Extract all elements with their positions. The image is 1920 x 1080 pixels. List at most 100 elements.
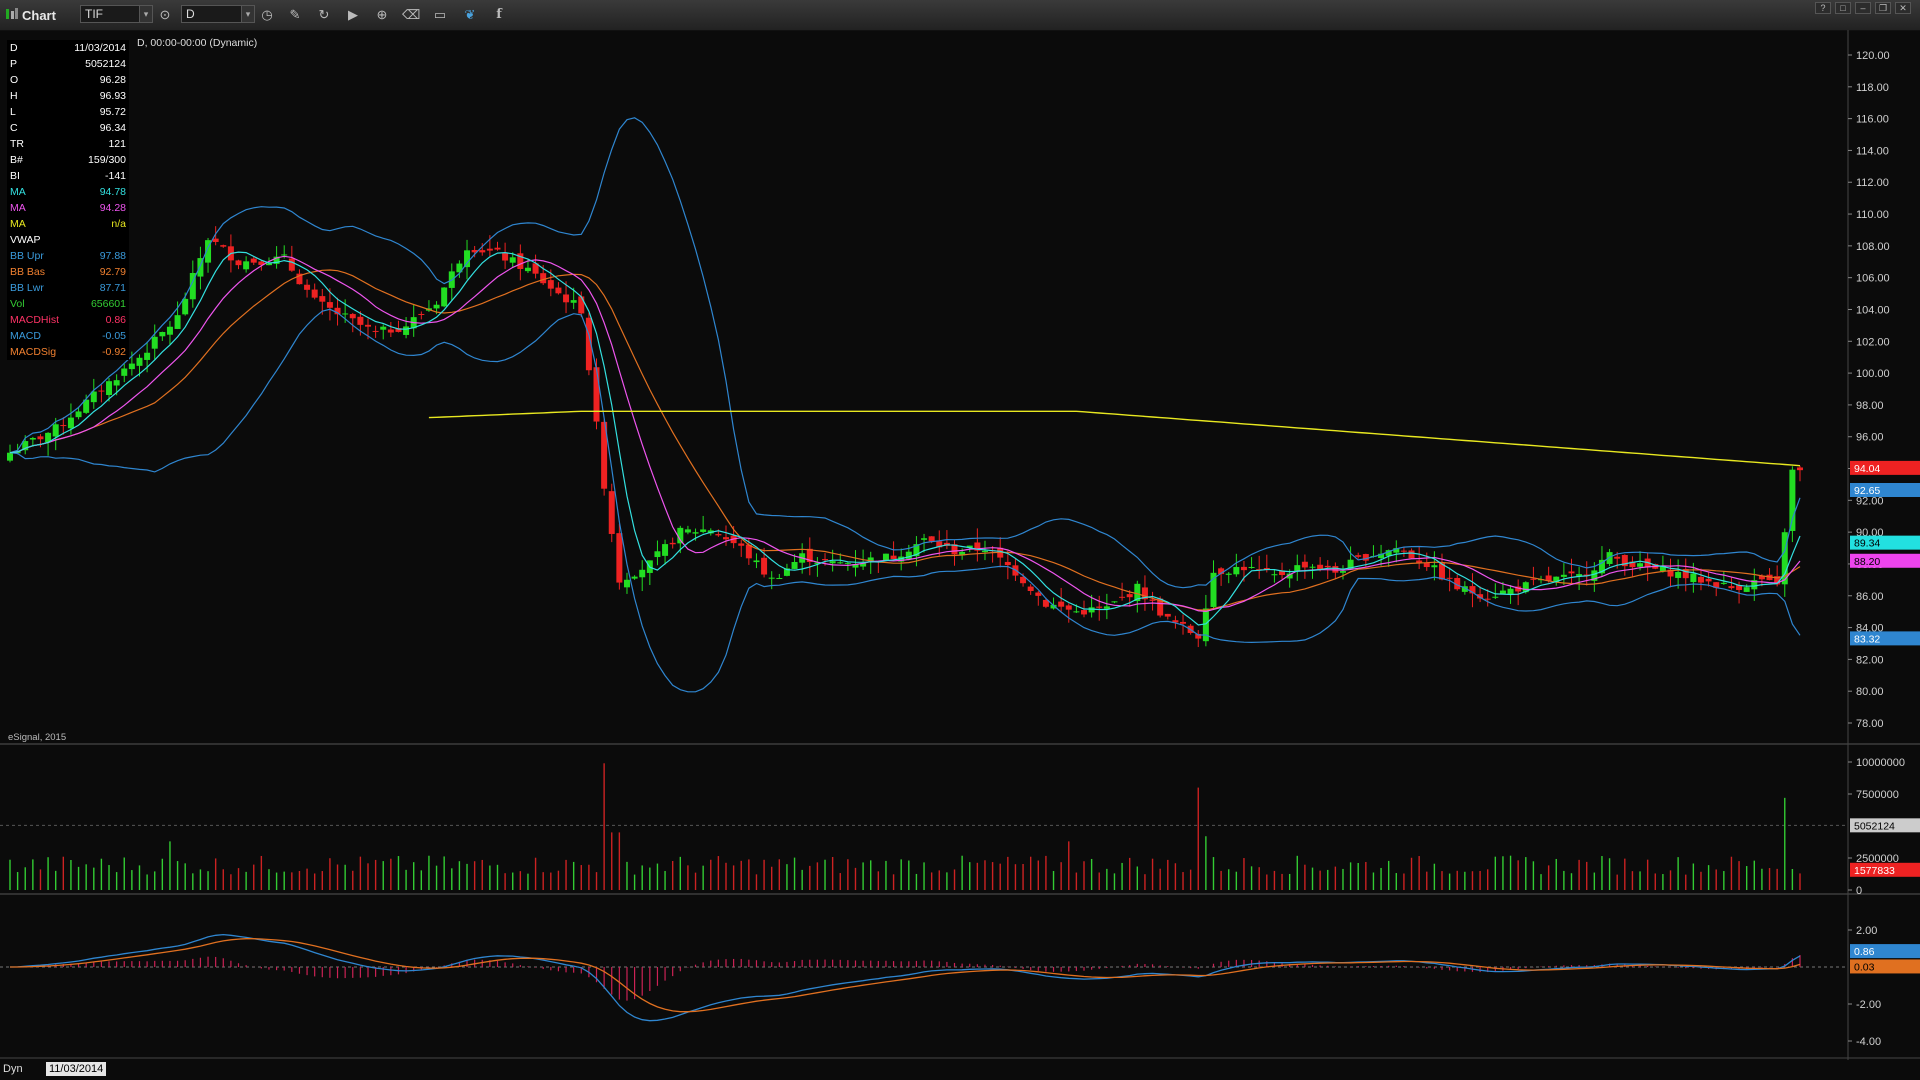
- volume-bars: [9, 763, 1801, 890]
- bollinger-upper-line: [9, 117, 1801, 589]
- draw-pencil-icon[interactable]: ✎: [289, 7, 301, 22]
- candle-body: [403, 326, 410, 335]
- zoom-icon[interactable]: ⊕: [376, 7, 388, 22]
- price-tick-label: 96.00: [1856, 432, 1884, 444]
- data-window-value: -0.92: [102, 346, 126, 358]
- candle-body: [326, 302, 333, 308]
- data-window-label: O: [10, 74, 19, 86]
- candle-body: [1568, 571, 1575, 574]
- data-window-label: VWAP: [10, 234, 41, 246]
- price-tick-label: 98.00: [1856, 400, 1884, 412]
- candle-body: [1667, 569, 1674, 577]
- data-window-row: Vol 656601: [7, 296, 129, 312]
- clock-icon[interactable]: ◷: [261, 7, 273, 22]
- price-axis: 120.00 118.00 116.00 114.00 112.00 110.00 108.…: [1848, 50, 1920, 1048]
- candle-body: [1309, 566, 1316, 568]
- data-window-row: MACDSig -0.92: [7, 344, 129, 360]
- minimize-button[interactable]: –: [1855, 2, 1871, 14]
- restore-layout-button[interactable]: □: [1835, 2, 1851, 14]
- data-window-label: MACD: [10, 330, 41, 342]
- data-window-value: 94.78: [99, 186, 126, 198]
- candle-body: [1378, 553, 1385, 559]
- candle-body: [456, 263, 463, 273]
- data-window-row: P 5052124: [7, 56, 129, 72]
- data-window-label: TR: [10, 138, 24, 150]
- candle-body: [220, 245, 227, 247]
- data-window-value: -141: [104, 170, 126, 182]
- help-button[interactable]: ?: [1815, 2, 1831, 14]
- candle-body: [1598, 559, 1605, 574]
- facebook-icon[interactable]: f: [496, 7, 502, 22]
- data-window-label: B#: [10, 154, 23, 166]
- candle-body: [677, 527, 684, 544]
- candle-body: [768, 577, 775, 579]
- candle-body: [464, 250, 471, 268]
- value-tag-bg: [1850, 460, 1920, 475]
- price-tick-label: 82.00: [1856, 654, 1884, 666]
- candle-body: [890, 555, 897, 560]
- candle-body: [547, 280, 554, 289]
- candle-body: [806, 548, 813, 562]
- candle-body: [1789, 469, 1796, 531]
- maximize-button[interactable]: ❐: [1875, 2, 1891, 14]
- candle-body: [791, 561, 798, 569]
- candle-body: [1614, 556, 1621, 559]
- candle-body: [45, 432, 52, 443]
- candle-body: [852, 564, 859, 568]
- candle-body: [601, 421, 608, 489]
- data-window-row: BB Upr 97.88: [7, 248, 129, 264]
- comment-icon[interactable]: ▭: [433, 7, 447, 22]
- data-window-row: MACDHist 0.86: [7, 312, 129, 328]
- price-tick-label: 86.00: [1856, 591, 1884, 603]
- value-tag-bg: [1850, 631, 1920, 646]
- price-tick-label: 108.00: [1856, 241, 1890, 253]
- candle-body: [296, 273, 303, 285]
- interval-dropdown-icon[interactable]: ▾: [241, 5, 255, 23]
- play-icon[interactable]: ▶: [348, 7, 358, 22]
- price-chart[interactable]: 120.00 118.00 116.00 114.00 112.00 110.00 108.…: [0, 30, 1920, 1060]
- candle-body: [151, 336, 158, 349]
- data-window-value: 121: [108, 138, 126, 150]
- refresh-icon[interactable]: ↻: [318, 7, 330, 22]
- candle-body: [1522, 582, 1529, 593]
- moving-average-fast-line: [9, 251, 1801, 626]
- data-window-label: D: [10, 42, 18, 54]
- cursor-date-badge: 11/03/2014: [46, 1062, 107, 1076]
- candle-body: [1233, 566, 1240, 575]
- candle-body: [1545, 575, 1552, 581]
- candle-body: [1294, 565, 1301, 572]
- candle-body: [1126, 594, 1133, 598]
- candle-body: [524, 267, 531, 272]
- candle-body: [1279, 570, 1286, 576]
- candle-body: [1705, 578, 1712, 582]
- candle-body: [1530, 578, 1537, 580]
- candle-body: [7, 452, 13, 461]
- symbol-input[interactable]: TIF: [80, 5, 152, 23]
- close-button[interactable]: ✕: [1895, 2, 1911, 14]
- candle-body: [372, 330, 379, 332]
- symbol-dropdown-icon[interactable]: ▾: [139, 5, 153, 23]
- candle-body: [684, 529, 691, 533]
- candle-body: [745, 544, 752, 559]
- macd-panel: [9, 933, 1801, 1022]
- candle-body: [29, 438, 36, 440]
- data-window-label: MACDHist: [10, 314, 59, 326]
- chart-toolbar: Chart TIF ▾ ⊙ D ▾ ◷ ✎ ↻ ▶ ⊕ ⌫ ▭ ❦ f ? □ …: [0, 0, 1920, 31]
- value-tag-label: 1577833: [1854, 865, 1895, 877]
- link-icon[interactable]: ⊙: [159, 7, 171, 22]
- eraser-icon[interactable]: ⌫: [402, 7, 421, 22]
- price-tick-label: 112.00: [1856, 177, 1889, 189]
- candle-body: [235, 260, 242, 266]
- price-tick-label: 78.00: [1856, 718, 1884, 730]
- data-window-row: TR 121: [7, 136, 129, 152]
- candle-body: [700, 529, 707, 532]
- data-window-label: Vol: [10, 298, 25, 310]
- candle-body: [951, 544, 958, 555]
- candle-body: [471, 249, 478, 253]
- twitter-icon[interactable]: ❦: [464, 7, 476, 22]
- candle-body: [357, 316, 364, 325]
- dyn-label[interactable]: Dyn: [3, 1063, 23, 1075]
- candle-body: [281, 254, 288, 256]
- symbol-info-line: D, 00:00-00:00 (Dynamic): [137, 37, 258, 49]
- value-tag-bg: [1850, 818, 1920, 833]
